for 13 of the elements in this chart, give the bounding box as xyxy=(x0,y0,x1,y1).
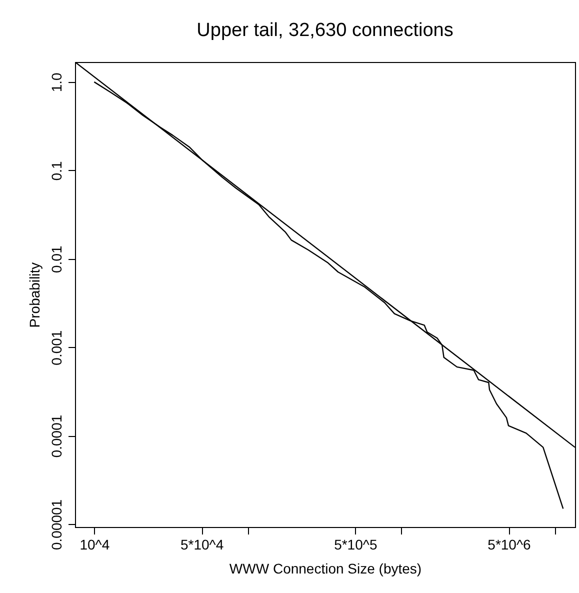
chart-title: Upper tail, 32,630 connections xyxy=(196,20,454,41)
x-axis-title: WWW Connection Size (bytes) xyxy=(229,560,422,576)
x-tick-label: 10^4 xyxy=(80,536,110,552)
y-tick-label: 1.0 xyxy=(48,72,64,92)
x-tick-label: 5*10^5 xyxy=(334,536,378,552)
y-tick-label: 0.00001 xyxy=(48,499,64,550)
x-tick-label: 5*10^6 xyxy=(488,536,532,552)
y-tick-label: 0.1 xyxy=(48,160,64,181)
y-axis-title: Probability xyxy=(26,262,42,328)
y-tick-label: 0.001 xyxy=(48,330,64,366)
y-tick-label: 0.01 xyxy=(48,246,64,273)
x-tick-label: 5*10^4 xyxy=(180,536,224,552)
y-tick-label: 0.0001 xyxy=(48,414,64,458)
